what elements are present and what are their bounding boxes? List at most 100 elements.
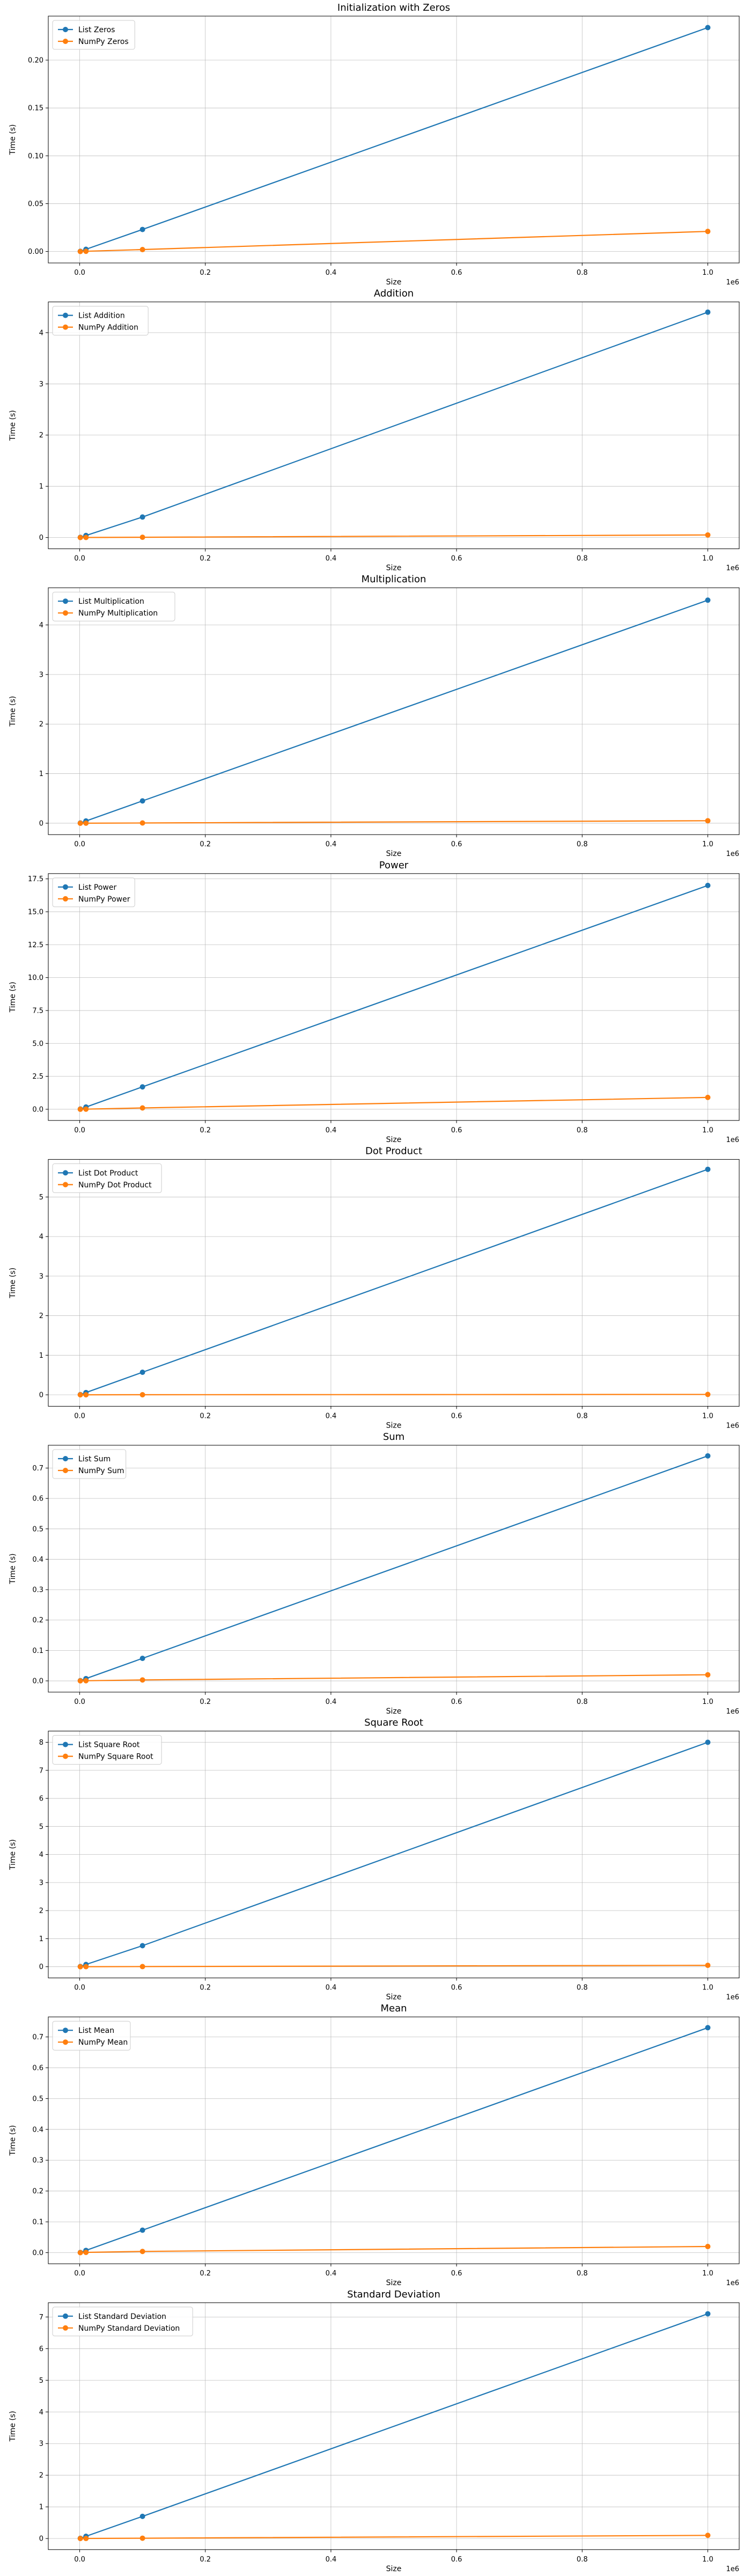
x-tick-label: 0.2 <box>200 2270 211 2278</box>
x-offset-label: 1e6 <box>726 565 739 573</box>
y-tick-label: 0.10 <box>28 152 43 160</box>
y-tick-label: 0.15 <box>28 105 43 113</box>
chart-title: Initialization with Zeros <box>337 2 450 13</box>
x-tick-label: 0.4 <box>326 1126 337 1135</box>
y-tick-label: 7 <box>39 1767 43 1775</box>
x-tick-label: 0.8 <box>577 1412 588 1420</box>
data-point <box>705 2533 711 2538</box>
x-tick-label: 0.2 <box>200 2556 211 2564</box>
data-point <box>705 1392 711 1397</box>
legend-marker-1 <box>63 884 68 890</box>
data-point <box>83 2536 89 2542</box>
x-tick-label: 0.8 <box>577 555 588 563</box>
series-line-2 <box>80 2245 708 2253</box>
axes-frame <box>48 1445 740 1693</box>
y-axis-label: Time (s) <box>9 2411 17 2442</box>
series-line-2 <box>80 231 708 252</box>
data-point <box>139 1943 145 1949</box>
x-offset-label: 1e6 <box>726 850 739 858</box>
data-point <box>705 2244 711 2250</box>
series-line-1 <box>80 1741 708 1967</box>
y-tick-label: 0 <box>39 2535 43 2543</box>
legend-marker-2 <box>63 896 68 902</box>
data-point <box>705 25 711 31</box>
x-axis-label: Size <box>386 1421 402 1430</box>
y-tick-label: 3 <box>39 380 43 389</box>
legend-label-1: List Standard Deviation <box>78 2312 166 2321</box>
x-axis-label: Size <box>386 1707 402 1716</box>
y-tick-label: 2 <box>39 431 43 440</box>
legend-label-2: NumPy Multiplication <box>78 609 158 618</box>
data-point <box>139 1964 145 1970</box>
legend-label-2: NumPy Square Root <box>78 1753 153 1761</box>
x-tick-label: 0.8 <box>577 2270 588 2278</box>
chart-panel-6: Sum 0.0 0.2 0.4 0.6 0.8 1.0 0.0 0.1 0.2 0.3 0.4 0.5 0… <box>9 1431 740 1716</box>
data-point <box>139 798 145 804</box>
y-tick-label: 2 <box>39 721 43 729</box>
series-line-2 <box>80 1096 708 1110</box>
legend-label-2: NumPy Standard Deviation <box>78 2324 180 2333</box>
data-point <box>705 1453 711 1459</box>
chart-panel-1: Initialization with Zeros 0.0 0.2 0.4 0.6 0.8… <box>9 2 740 287</box>
y-tick-label: 0 <box>39 819 43 828</box>
series-line-1 <box>80 2313 708 2539</box>
y-tick-label: 2 <box>39 1312 43 1320</box>
y-tick-label: 0.05 <box>28 200 43 208</box>
legend-box <box>52 1735 162 1765</box>
legend-label-1: List Mean <box>78 2026 114 2035</box>
legend-label-2: NumPy Addition <box>78 324 138 332</box>
x-tick-label: 0.6 <box>451 269 462 277</box>
x-tick-label: 0.8 <box>577 1984 588 1992</box>
axes-frame <box>48 1159 740 1407</box>
x-tick-label: 0.0 <box>74 555 85 563</box>
series-line-2 <box>80 534 708 538</box>
x-tick-label: 0.8 <box>577 1126 588 1135</box>
x-tick-label: 0.4 <box>326 1412 337 1420</box>
legend-marker-2 <box>63 1182 68 1188</box>
y-tick-label: 0.4 <box>32 2126 43 2134</box>
y-tick-label: 15.0 <box>28 908 43 916</box>
data-point <box>83 248 89 254</box>
x-offset-label: 1e6 <box>726 1136 739 1144</box>
x-tick-label: 0.2 <box>200 840 211 848</box>
y-axis-label: Time (s) <box>9 410 17 441</box>
x-tick-label: 0.0 <box>74 1412 85 1420</box>
data-point <box>705 532 711 538</box>
y-tick-label: 0.7 <box>32 1465 43 1473</box>
x-tick-label: 0.6 <box>451 1984 462 1992</box>
x-tick-label: 0.2 <box>200 1698 211 1706</box>
y-tick-label: 10.0 <box>28 974 43 982</box>
chart-panel-8: Mean 0.0 0.2 0.4 0.6 0.8 1.0 0.0 0.1 0.2 0.3 0.4 0.5… <box>9 2003 740 2287</box>
legend-marker-2 <box>63 2039 68 2045</box>
legend-marker-1 <box>63 2313 68 2319</box>
y-tick-label: 5 <box>39 1194 43 1202</box>
y-tick-label: 5.0 <box>32 1040 43 1048</box>
legend: List Addition NumPy Addition <box>52 306 149 336</box>
legend-box <box>52 877 135 908</box>
y-tick-label: 0.7 <box>32 2033 43 2041</box>
y-tick-label: 7.5 <box>32 1007 43 1015</box>
x-tick-label: 0.6 <box>451 1412 462 1420</box>
y-tick-label: 6 <box>39 2345 43 2353</box>
y-tick-label: 0.20 <box>28 57 43 65</box>
data-point <box>139 1677 145 1683</box>
data-point <box>705 1963 711 1968</box>
y-tick-label: 0.1 <box>32 2219 43 2227</box>
y-tick-label: 12.5 <box>28 941 43 949</box>
data-point <box>77 1392 83 1398</box>
x-offset-label: 1e6 <box>726 1994 739 2002</box>
legend: List Power NumPy Power <box>52 877 135 908</box>
y-tick-label: 8 <box>39 1739 43 1747</box>
chart-title: Square Root <box>364 1717 423 1729</box>
x-tick-label: 0.2 <box>200 269 211 277</box>
legend-marker-2 <box>63 2325 68 2331</box>
legend-marker-2 <box>63 1753 68 1759</box>
x-tick-label: 0.4 <box>326 555 337 563</box>
y-tick-label: 6 <box>39 1795 43 1803</box>
data-point <box>139 820 145 826</box>
data-point <box>705 2025 711 2031</box>
data-point <box>139 1084 145 1090</box>
y-tick-label: 5 <box>39 2377 43 2385</box>
y-axis-label: Time (s) <box>9 696 17 727</box>
x-tick-label: 0.6 <box>451 1126 462 1135</box>
